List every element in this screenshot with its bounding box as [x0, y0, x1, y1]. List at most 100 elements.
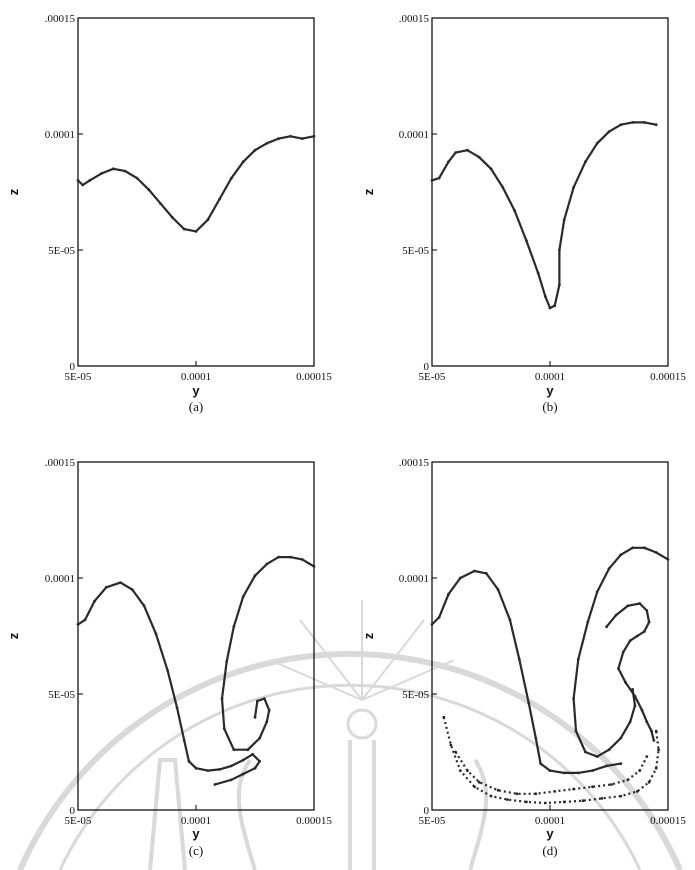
panel-d: 5E-05 0.0001 0.00015 05E-050.0001.00015 y … — [361, 457, 686, 858]
data-point — [277, 555, 280, 559]
data-point — [643, 121, 646, 124]
plot-frame — [77, 17, 315, 367]
data-point — [142, 604, 146, 608]
data-point — [277, 137, 280, 141]
data-point — [265, 720, 269, 724]
x-axis-label: y — [192, 826, 200, 841]
data-point — [647, 780, 651, 784]
data-point — [558, 283, 561, 287]
data-point — [657, 748, 660, 752]
data-point — [633, 694, 637, 698]
data-point — [638, 769, 642, 772]
data-point — [187, 759, 191, 763]
data-layer — [430, 546, 670, 805]
data-point — [576, 771, 580, 775]
data-point — [166, 669, 170, 673]
y-axis-ticks: 0 5E-05 0.0001 .00015 — [399, 457, 437, 817]
y-tick-label: 5E-05 — [48, 689, 75, 701]
watermark-emblem-center — [346, 708, 378, 740]
data-point — [619, 123, 623, 127]
data-point — [654, 729, 658, 733]
data-point — [652, 739, 656, 742]
data-point — [543, 801, 547, 805]
data-point — [130, 588, 134, 591]
data-point — [218, 197, 222, 201]
data-point — [312, 565, 316, 568]
data-point — [626, 604, 630, 608]
data-point — [232, 748, 236, 752]
y-tick-label: 0.0001 — [399, 573, 429, 585]
data-point — [645, 755, 649, 758]
data-point — [581, 799, 585, 803]
data-point — [574, 729, 578, 733]
data-point — [458, 576, 462, 580]
panel-c: 5E-05 0.0001 0.00015 05E-050.0001.00015 y … — [6, 457, 332, 858]
x-tick-label: 5E-05 — [419, 815, 446, 827]
series-line — [454, 751, 648, 795]
data-point — [654, 766, 658, 770]
watermark-tower — [348, 740, 376, 870]
data-point — [489, 794, 493, 798]
data-point — [619, 762, 623, 765]
data-point — [437, 616, 441, 619]
data-point — [253, 766, 257, 770]
data-point — [548, 769, 552, 772]
data-point — [241, 772, 245, 776]
plot-frame — [431, 461, 669, 811]
data-point — [263, 697, 266, 700]
x-tick-label: 0.00015 — [296, 371, 332, 383]
data-point — [572, 787, 575, 791]
series-line — [77, 581, 261, 786]
data-point — [253, 715, 257, 719]
data-point — [241, 595, 245, 598]
data-point — [119, 581, 122, 584]
data-point — [591, 769, 594, 772]
data-point — [256, 699, 259, 703]
data-layer — [76, 134, 316, 233]
data-point — [548, 306, 552, 310]
data-point — [496, 788, 500, 792]
data-point — [628, 639, 632, 642]
y-tick-label: 5E-05 — [402, 689, 429, 701]
series-line — [431, 569, 621, 774]
data-point — [258, 736, 262, 740]
data-point — [619, 794, 623, 798]
data-point — [104, 585, 108, 589]
data-point — [289, 555, 292, 559]
data-point — [536, 271, 540, 275]
data-point — [230, 176, 233, 180]
data-point — [123, 169, 127, 173]
data-point — [267, 708, 271, 712]
y-tick-label: 0.0001 — [45, 573, 75, 585]
y-tick-label: 0 — [70, 361, 76, 373]
data-point — [595, 141, 599, 145]
data-point — [633, 704, 637, 707]
data-point — [76, 623, 80, 626]
data-point — [501, 186, 505, 189]
data-point — [466, 769, 469, 772]
data-point — [645, 720, 649, 724]
data-point — [265, 141, 269, 145]
data-point — [614, 613, 618, 617]
data-point — [100, 172, 103, 175]
panel-b: 5E-05 0.0001 0.00015 05E-050.0001.00015 y … — [361, 13, 686, 414]
series-line — [77, 135, 315, 233]
data-point — [473, 785, 476, 789]
data-point — [265, 562, 269, 566]
data-point — [562, 800, 566, 804]
watermark-seal — [17, 600, 683, 870]
x-tick-label: 0.0001 — [535, 815, 565, 827]
data-point — [647, 620, 651, 624]
data-point — [218, 768, 222, 771]
data-point — [182, 227, 186, 231]
watermark-outer-arc — [17, 650, 683, 870]
data-point — [643, 630, 646, 633]
data-point — [300, 137, 304, 141]
watermark-rays — [269, 600, 455, 701]
data-point — [300, 558, 304, 561]
y-tick-label: 0.0001 — [45, 129, 75, 141]
x-axis-ticks: 5E-05 0.0001 0.00015 — [65, 805, 332, 827]
data-point — [437, 176, 441, 180]
data-point — [454, 151, 457, 155]
